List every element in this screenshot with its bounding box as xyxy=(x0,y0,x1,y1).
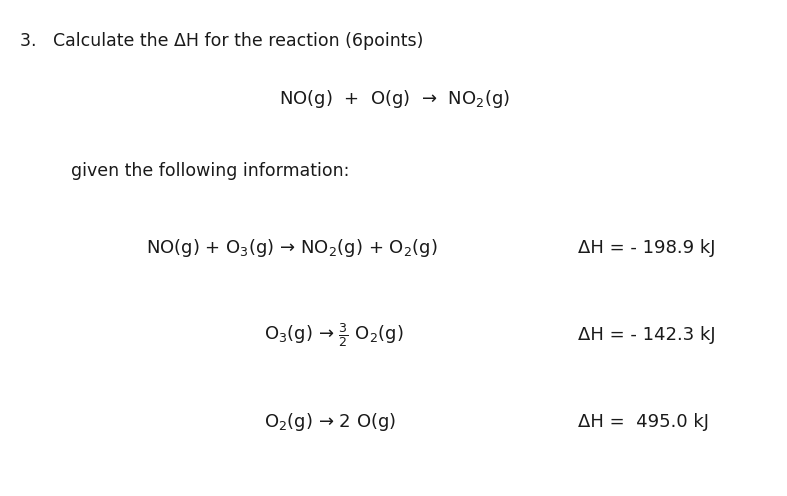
Text: NO(g) + O$_3$(g) → NO$_2$(g) + O$_2$(g): NO(g) + O$_3$(g) → NO$_2$(g) + O$_2$(g) xyxy=(146,237,437,259)
Text: ΔH =  495.0 kJ: ΔH = 495.0 kJ xyxy=(578,413,709,431)
Text: O$_2$(g) → 2 O(g): O$_2$(g) → 2 O(g) xyxy=(264,411,396,433)
Text: ΔH = - 142.3 kJ: ΔH = - 142.3 kJ xyxy=(578,326,716,344)
Text: O$_3$(g) → $\frac{3}{2}$ O$_2$(g): O$_3$(g) → $\frac{3}{2}$ O$_2$(g) xyxy=(264,321,403,349)
Text: NO(g)  +  O(g)  →  NO$_2$(g): NO(g) + O(g) → NO$_2$(g) xyxy=(279,88,510,110)
Text: ΔH = - 198.9 kJ: ΔH = - 198.9 kJ xyxy=(578,239,716,257)
Text: 3.   Calculate the ΔH for the reaction (6points): 3. Calculate the ΔH for the reaction (6p… xyxy=(20,32,423,50)
Text: given the following information:: given the following information: xyxy=(71,162,349,180)
